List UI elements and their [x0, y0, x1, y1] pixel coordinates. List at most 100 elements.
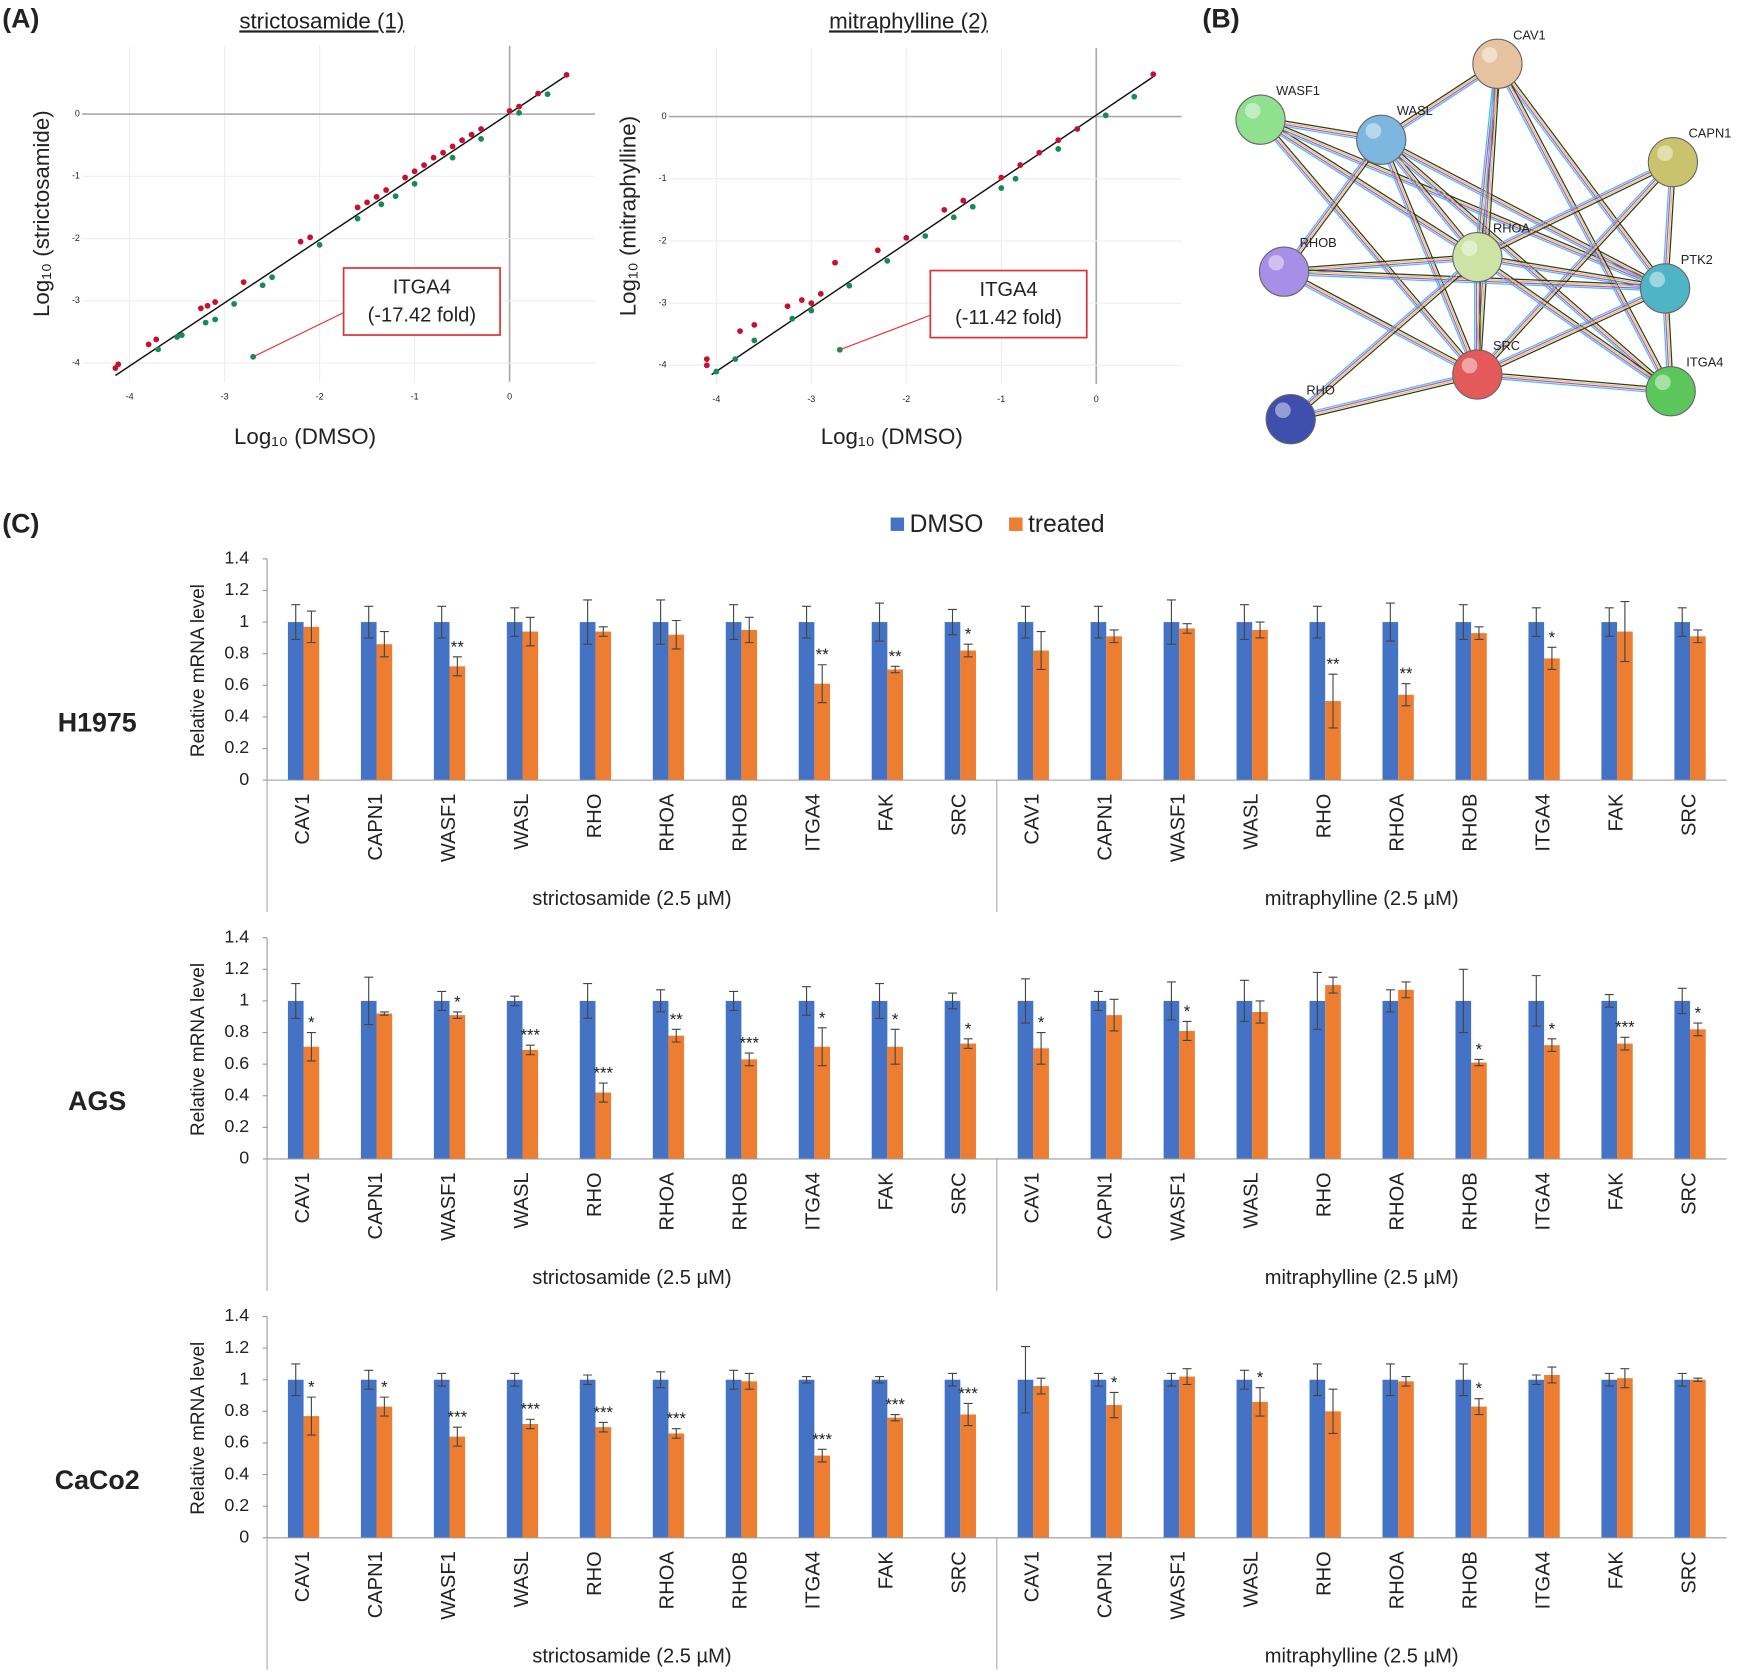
- scatter-point: [1131, 93, 1138, 100]
- significance: *: [1549, 1019, 1556, 1038]
- bar: [360, 622, 377, 781]
- error-bar: [1239, 604, 1249, 641]
- bar: [449, 1015, 466, 1159]
- node-label: WASF1: [1276, 83, 1320, 98]
- y-tick-label: 0.6: [224, 1053, 249, 1073]
- x-tick-label: SRC: [949, 1551, 971, 1593]
- y-tick-label: 1: [239, 611, 249, 631]
- bar: [668, 1035, 685, 1159]
- scatter-point: [153, 336, 160, 343]
- error-bar: [583, 599, 593, 645]
- y-tick-label: -1: [72, 171, 80, 181]
- network-edge: [1477, 374, 1671, 393]
- y-tick-label: -3: [659, 297, 667, 307]
- network-edge: [1478, 254, 1673, 390]
- error-bar: [1620, 1368, 1630, 1389]
- x-tick-label: FAK: [1605, 793, 1627, 832]
- significance: ***: [812, 1430, 832, 1449]
- error-bar: [1109, 998, 1119, 1032]
- x-tick-label: -4: [712, 394, 720, 404]
- y-axis-label: Relative mRNA level: [188, 963, 209, 1136]
- y-tick-label: 0.6: [224, 1432, 249, 1452]
- significance: ***: [448, 1408, 468, 1427]
- x-tick-label: CAV1: [1022, 794, 1044, 845]
- significance: ***: [593, 1403, 613, 1422]
- network-edge: [1282, 138, 1382, 272]
- scatter-point: [703, 356, 710, 363]
- error-bar: [583, 1374, 593, 1386]
- significance: **: [889, 647, 903, 666]
- network-node: [1639, 263, 1691, 314]
- bar: [376, 644, 393, 781]
- network-edge: [1478, 164, 1675, 261]
- x-tick-label: -2: [902, 394, 910, 404]
- annotation-box: [342, 267, 501, 336]
- node-label: CAPN1: [1689, 126, 1732, 141]
- error-bar: [1166, 1372, 1176, 1387]
- network-edge: [1258, 121, 1476, 377]
- error-bar: [1547, 646, 1557, 671]
- network-node: [1452, 349, 1503, 400]
- error-bar: [1312, 971, 1322, 1030]
- group-label: strictosamide (2.5 µM): [532, 1646, 731, 1668]
- x-tick-label: WASL: [1241, 794, 1263, 850]
- y-tick-label: 0: [239, 769, 249, 789]
- error-bar: [1328, 976, 1338, 994]
- x-tick-label: CAV1: [1022, 1172, 1044, 1223]
- scatter-point: [846, 282, 853, 289]
- error-bar: [510, 1372, 520, 1387]
- scatter-point: [202, 319, 209, 326]
- error-bar: [963, 643, 973, 658]
- network-edge: [1477, 255, 1666, 289]
- chart-title: strictosamide (1): [239, 8, 404, 33]
- error-bar: [583, 982, 593, 1019]
- error-bar: [306, 610, 316, 644]
- scatter-point: [155, 346, 162, 353]
- y-tick-label: 1.4: [224, 926, 249, 946]
- error-bar: [437, 990, 447, 1011]
- scatter-point: [378, 201, 385, 208]
- bar: [506, 1379, 523, 1538]
- significance: **: [670, 1010, 684, 1029]
- error-bar: [1036, 1031, 1046, 1065]
- x-tick-label: ITGA4: [803, 1551, 825, 1609]
- node-highlight: [1655, 374, 1671, 391]
- x-tick-label: SRC: [949, 1172, 971, 1214]
- error-bar: [1547, 1038, 1557, 1053]
- network-edge: [1477, 162, 1675, 376]
- error-bar: [1109, 1391, 1119, 1419]
- y-tick-label: 1.2: [224, 1337, 249, 1357]
- x-tick-label: SRC: [1678, 1551, 1700, 1593]
- network-edge: [1381, 138, 1479, 257]
- error-bar: [729, 1369, 739, 1390]
- group-label: strictosamide (2.5 µM): [532, 1267, 731, 1289]
- scatter-point: [732, 356, 739, 363]
- bar: [1544, 1045, 1560, 1159]
- bar: [360, 1379, 377, 1538]
- bar: [595, 631, 612, 781]
- bar: [960, 1043, 976, 1159]
- network-edge: [1283, 255, 1478, 272]
- error-bar: [1255, 621, 1265, 639]
- error-bar: [452, 1426, 462, 1447]
- error-bar: [1255, 1387, 1265, 1417]
- scatter-point: [941, 206, 948, 213]
- error-bar: [291, 982, 301, 1019]
- network-edge: [1477, 253, 1666, 287]
- bar: [1601, 1000, 1618, 1159]
- network-edge: [1478, 163, 1676, 377]
- error-bar: [1036, 1377, 1046, 1395]
- bar: [1325, 1411, 1341, 1538]
- network-edge: [1477, 63, 1499, 375]
- bar: [887, 1046, 903, 1159]
- bar: [725, 1379, 742, 1538]
- error-bar: [1401, 683, 1411, 707]
- scatter-point: [411, 168, 418, 175]
- annotation-text: ITGA4: [979, 279, 1037, 301]
- bar: [1236, 622, 1253, 781]
- error-bar: [1182, 1020, 1192, 1041]
- error-bar: [948, 608, 957, 636]
- x-tick-label: SRC: [949, 794, 971, 836]
- error-bar: [1458, 968, 1468, 1034]
- x-tick-label: -1: [997, 394, 1005, 404]
